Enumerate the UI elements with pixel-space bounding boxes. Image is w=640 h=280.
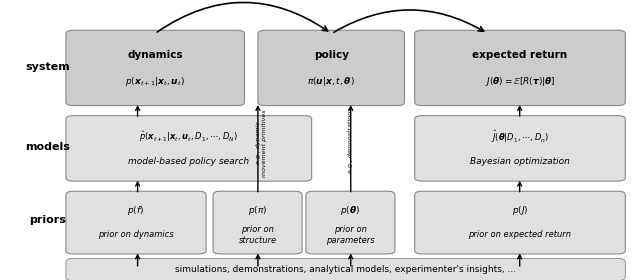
Text: prior on dynamics: prior on dynamics — [98, 230, 174, 239]
FancyBboxPatch shape — [306, 191, 395, 254]
FancyBboxPatch shape — [415, 30, 625, 106]
Text: system: system — [26, 62, 70, 72]
Text: prior on
parameters: prior on parameters — [326, 225, 374, 245]
Text: $p(\boldsymbol{x}_{t+1}|\boldsymbol{x}_t, \boldsymbol{u}_t)$: $p(\boldsymbol{x}_{t+1}|\boldsymbol{x}_t… — [125, 75, 185, 88]
Text: Bayesian optimization: Bayesian optimization — [470, 157, 570, 166]
Text: e.g., demonstrations: e.g., demonstrations — [348, 107, 353, 173]
Text: $p(J)$: $p(J)$ — [511, 204, 529, 217]
Text: $\hat{J}(\boldsymbol{\theta}|D_1, \cdots, D_n)$: $\hat{J}(\boldsymbol{\theta}|D_1, \cdots… — [491, 128, 549, 145]
FancyBboxPatch shape — [415, 116, 625, 181]
Text: models: models — [26, 142, 70, 152]
Text: prior on expected return: prior on expected return — [468, 230, 572, 239]
FancyBboxPatch shape — [66, 258, 625, 280]
FancyBboxPatch shape — [213, 191, 302, 254]
Text: prior on
structure: prior on structure — [239, 225, 276, 245]
Text: $p(\boldsymbol{\theta})$: $p(\boldsymbol{\theta})$ — [340, 204, 360, 217]
FancyBboxPatch shape — [66, 30, 244, 106]
FancyBboxPatch shape — [66, 116, 312, 181]
Text: dynamics: dynamics — [127, 50, 183, 60]
Text: priors: priors — [29, 215, 67, 225]
Text: $p(\pi)$: $p(\pi)$ — [248, 204, 268, 217]
Text: policy: policy — [314, 50, 349, 60]
FancyBboxPatch shape — [415, 191, 625, 254]
Text: $p(f)$: $p(f)$ — [127, 204, 145, 217]
Text: expected return: expected return — [472, 50, 568, 60]
Text: $J(\boldsymbol{\theta}) = \mathbb{E}\left[R(\boldsymbol{\tau})|\boldsymbol{\thet: $J(\boldsymbol{\theta}) = \mathbb{E}\lef… — [484, 75, 556, 88]
Text: $\pi(\boldsymbol{u}|\boldsymbol{x}, t, \boldsymbol{\theta})$: $\pi(\boldsymbol{u}|\boldsymbol{x}, t, \… — [307, 75, 355, 88]
FancyBboxPatch shape — [66, 191, 206, 254]
Text: model-based policy search: model-based policy search — [128, 157, 250, 166]
FancyBboxPatch shape — [258, 30, 404, 106]
Text: $\hat{p}(\boldsymbol{x}_{t+1}|\boldsymbol{x}_t, \boldsymbol{u}_t, D_1, \cdots, D: $\hat{p}(\boldsymbol{x}_{t+1}|\boldsymbo… — [140, 129, 238, 144]
Text: simulations, demonstrations, analytical models, experimenter's insights, ...: simulations, demonstrations, analytical … — [175, 265, 516, 274]
Text: e.g., dynamic
movement primitives: e.g., dynamic movement primitives — [256, 109, 266, 177]
